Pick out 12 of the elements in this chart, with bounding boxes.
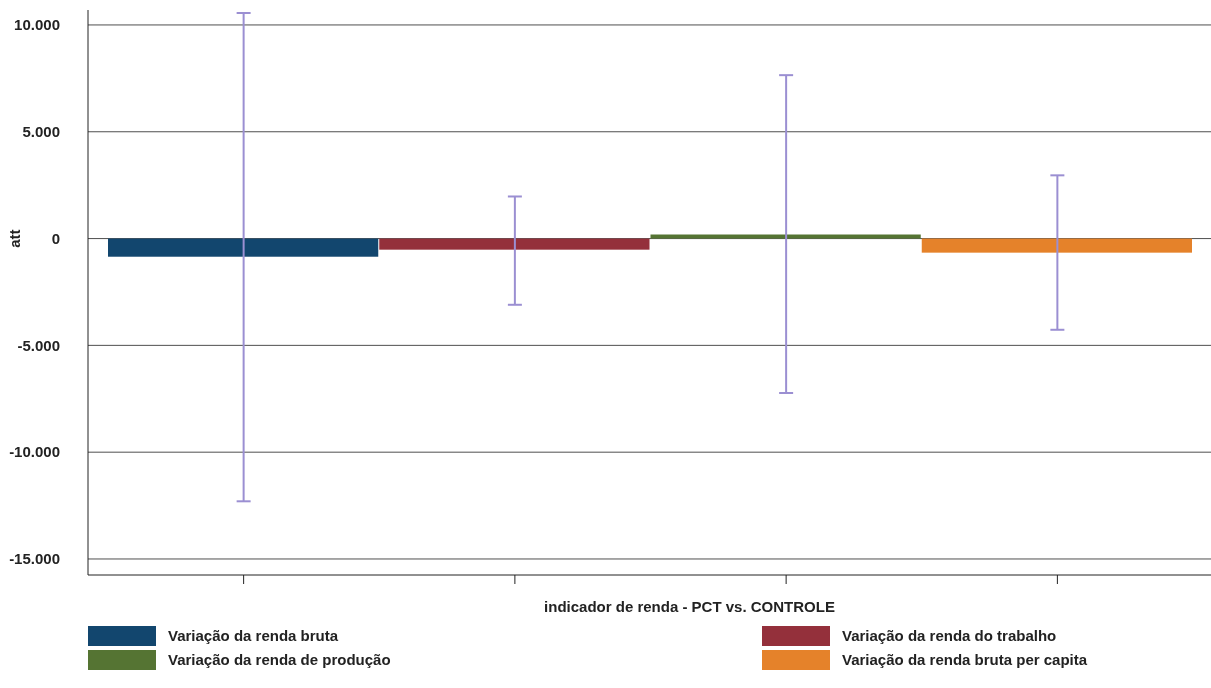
y-tick-label: -5.000 bbox=[17, 336, 60, 354]
y-tick-label: 0 bbox=[51, 229, 60, 247]
legend-label: Variação da renda do trabalho bbox=[842, 627, 1057, 645]
y-tick-label: 10.000 bbox=[14, 16, 60, 34]
x-axis-title: indicador de renda - PCT vs. CONTROLE bbox=[544, 598, 835, 615]
y-tick-label: -10.000 bbox=[9, 443, 60, 461]
y-tick-label: -15.000 bbox=[9, 550, 60, 568]
y-tick-label: 5.000 bbox=[22, 123, 60, 141]
legend-label: Variação da renda bruta bbox=[168, 627, 339, 645]
y-axis-title: att bbox=[6, 229, 23, 248]
legend-label: Variação da renda de produção bbox=[168, 651, 391, 669]
legend-label: Variação da renda bruta per capita bbox=[842, 651, 1088, 669]
